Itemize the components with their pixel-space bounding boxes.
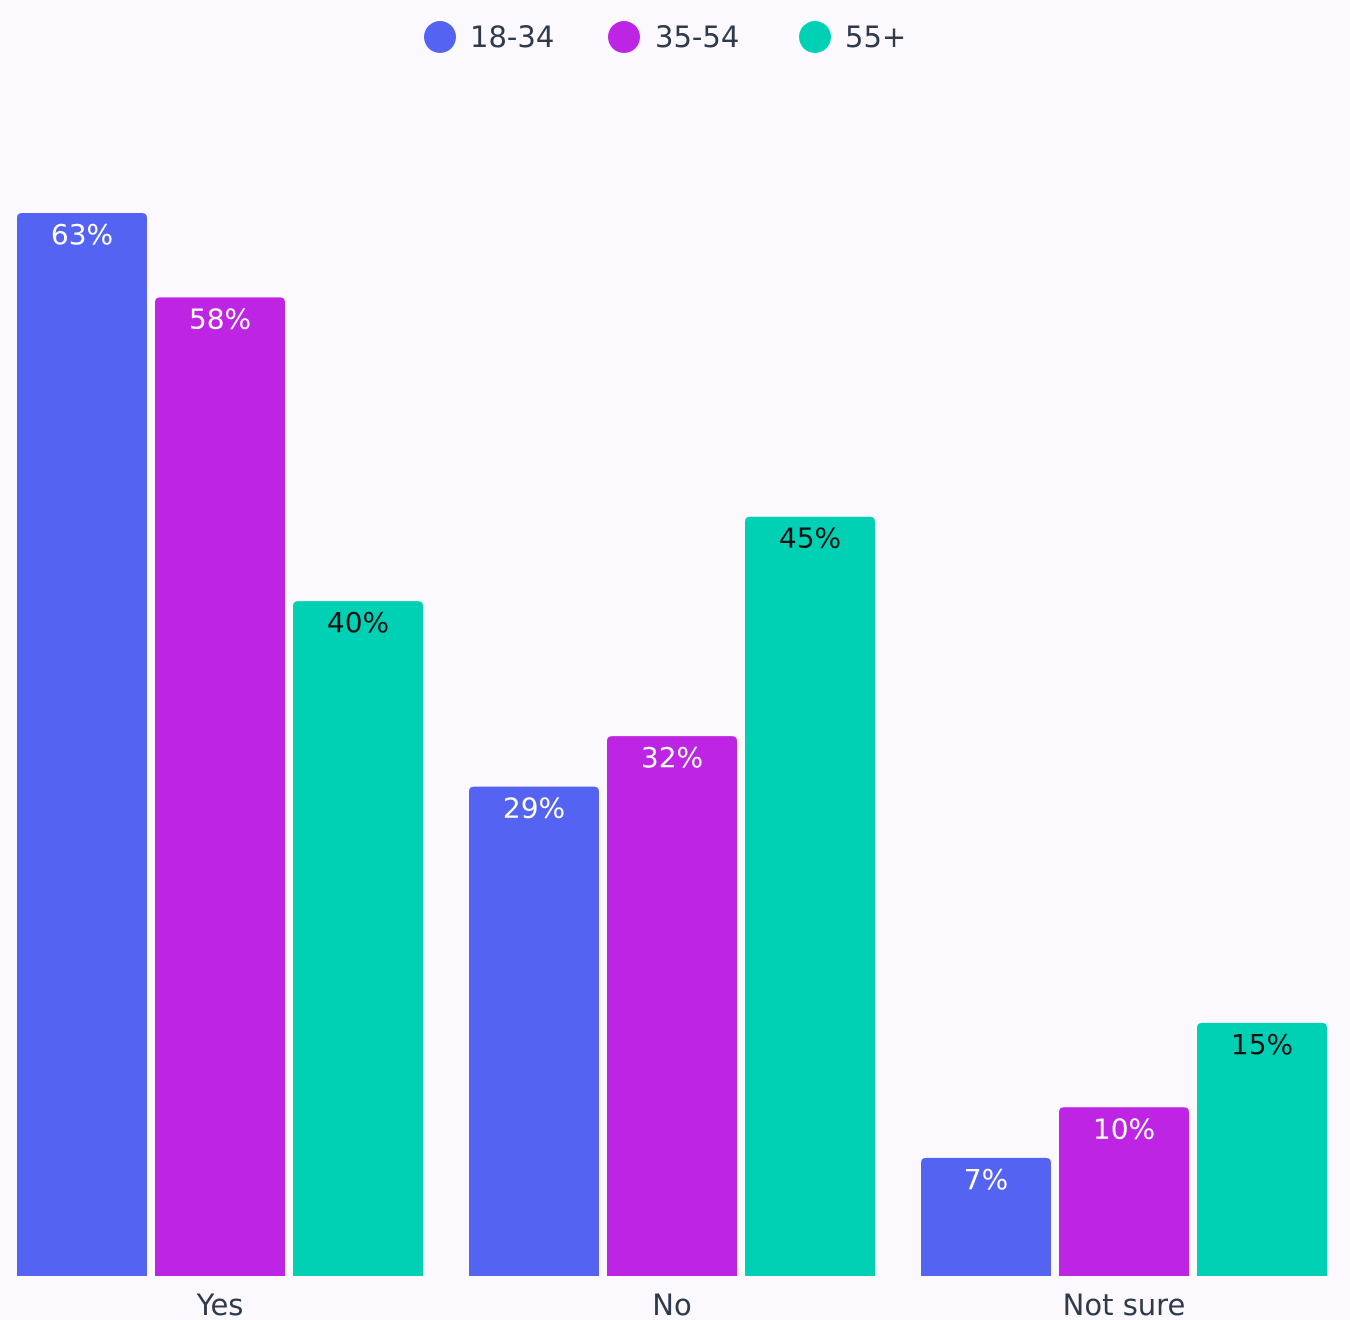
category-labels: Yes No Not sure (196, 1288, 1186, 1320)
bars: 63% 58% 40% 29% 32% 45% 7% 10% 15% (17, 213, 1327, 1276)
bar-no-18-34 (469, 786, 599, 1276)
bar-value-label: 45% (779, 522, 841, 555)
bar-value-label: 32% (641, 741, 703, 774)
legend-label: 35-54 (655, 20, 739, 54)
bar-yes-35-54 (155, 297, 285, 1276)
bar-value-label: 58% (189, 302, 251, 335)
bar-not-sure-18-34 (921, 1157, 1051, 1276)
bar-no-55- (745, 516, 875, 1276)
bar-not-sure-55- (1197, 1022, 1327, 1276)
legend-label: 18-34 (470, 20, 554, 54)
bar-yes-18-34 (17, 213, 147, 1276)
bar-value-label: 40% (327, 606, 389, 639)
category-label: Yes (196, 1288, 244, 1320)
bar-not-sure-35-54 (1059, 1107, 1189, 1276)
legend-label: 55+ (845, 20, 906, 54)
legend: 18-34 35-54 55+ (424, 20, 906, 54)
category-label: Not sure (1063, 1288, 1186, 1320)
legend-marker-55- (799, 21, 831, 53)
legend-marker-35-54 (608, 21, 640, 53)
bar-value-label: 63% (51, 218, 113, 251)
legend-marker-18-34 (424, 21, 456, 53)
bar-no-35-54 (607, 736, 737, 1276)
category-label: No (652, 1288, 691, 1320)
bar-value-label: 7% (964, 1163, 1008, 1196)
bar-value-label: 29% (503, 792, 565, 825)
bar-yes-55- (293, 601, 423, 1276)
bar-value-label: 10% (1093, 1112, 1155, 1145)
bar-value-label: 15% (1231, 1028, 1293, 1061)
